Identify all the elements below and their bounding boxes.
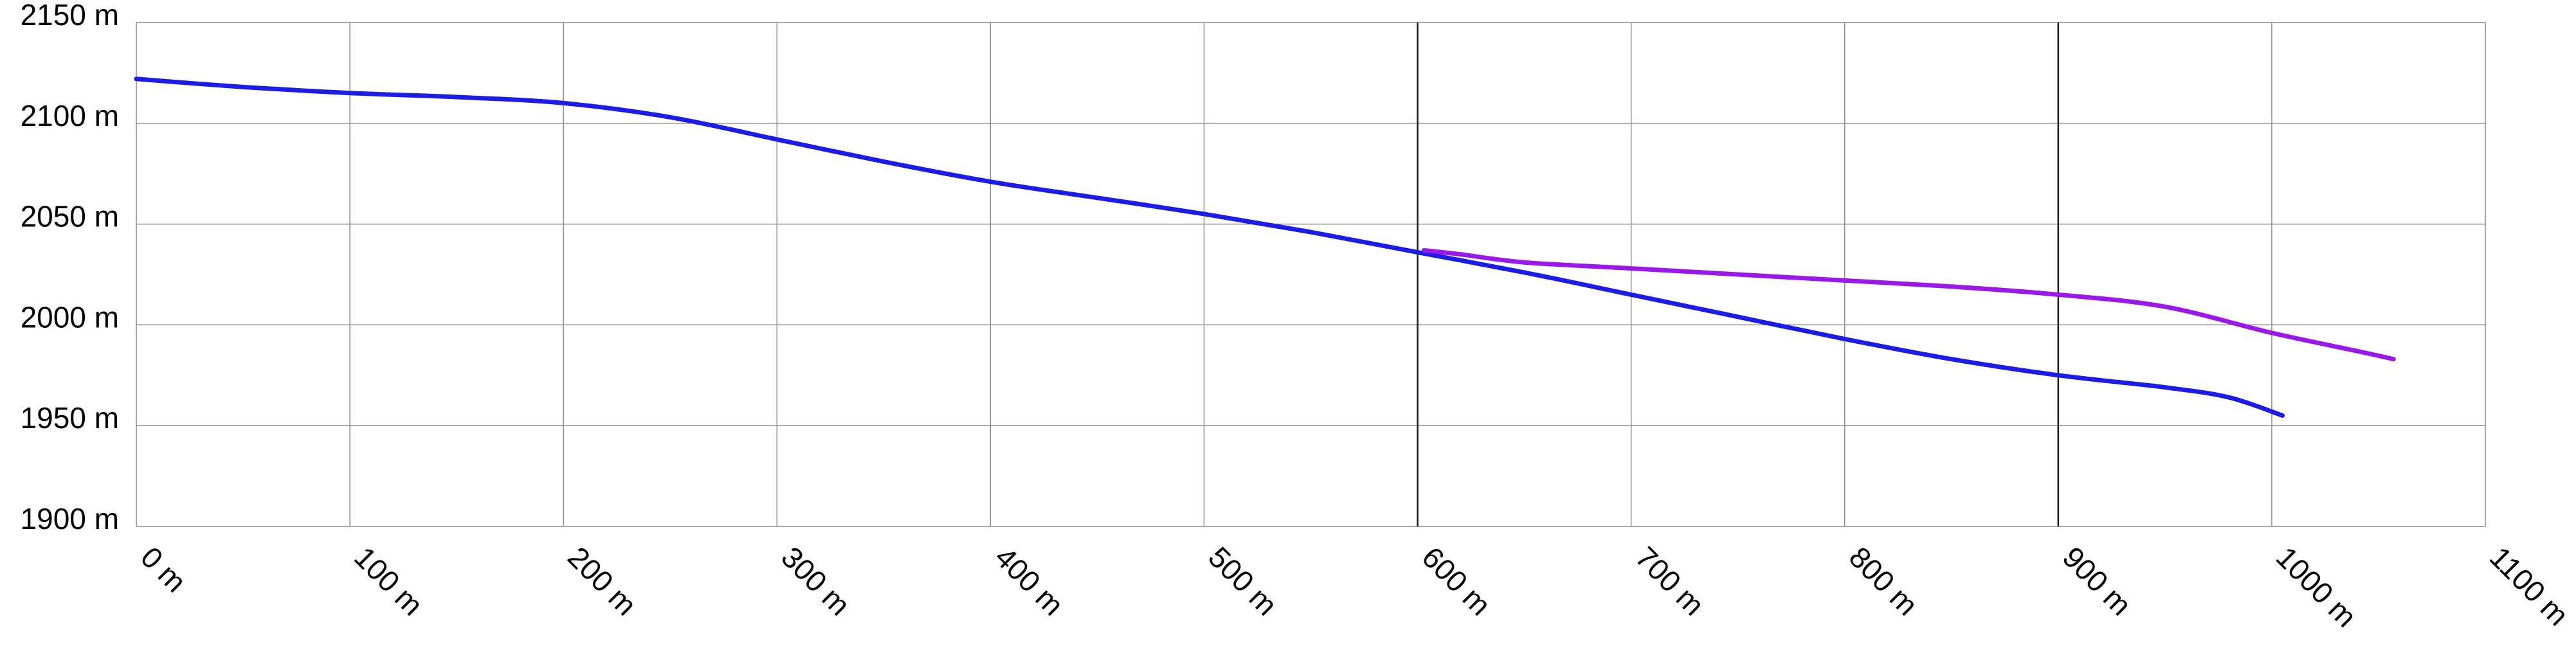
x-tick-label: 1000 m (2270, 540, 2363, 633)
grid-layer (136, 22, 2486, 527)
x-tick-label: 700 m (1629, 540, 1711, 622)
x-tick-label: 800 m (1843, 540, 1925, 622)
x-tick-label: 1100 m (2483, 540, 2575, 632)
y-tick-labels: 1900 m 1950 m 2000 m 2050 m 2100 m 2150 m (21, 0, 119, 535)
y-tick-label: 1950 m (21, 401, 119, 435)
series-line-2 (1422, 247, 2396, 362)
x-tick-label: 300 m (775, 540, 857, 622)
series-layer (134, 76, 2396, 418)
x-tick-label: 500 m (1202, 540, 1283, 622)
x-tick-label: 0 m (134, 540, 193, 598)
y-tick-label: 2100 m (21, 99, 119, 132)
x-tick-label: 100 m (348, 540, 430, 622)
x-tick-label: 400 m (988, 540, 1070, 622)
y-tick-label: 2000 m (21, 300, 119, 334)
x-tick-label: 900 m (2056, 540, 2138, 622)
x-tick-label: 600 m (1415, 540, 1497, 622)
x-tick-labels: 0 m 100 m 200 m 300 m 400 m 500 m 600 m 700 m 80… (134, 540, 2575, 633)
y-tick-label: 2150 m (21, 0, 119, 31)
x-tick-label: 200 m (561, 540, 643, 622)
y-tick-label: 1900 m (21, 502, 119, 535)
y-tick-label: 2050 m (21, 200, 119, 233)
series-line-1 (134, 76, 2285, 418)
